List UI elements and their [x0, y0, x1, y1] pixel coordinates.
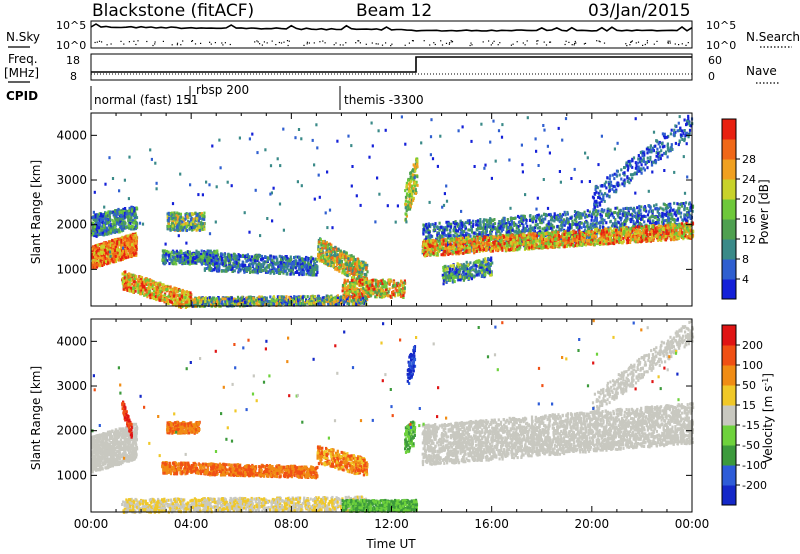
velocity-colorbar-swatch [722, 345, 736, 366]
velocity-ytick: 1000 [56, 468, 87, 482]
cpid-label: CPID [6, 89, 38, 103]
date-title: 03/Jan/2015 [588, 1, 691, 21]
x-axis-label: Time UT [365, 537, 416, 551]
power-panel: Slant Range [km] 1000 2000 3000 4000 4 8 12 16… [29, 112, 771, 309]
velocity-colorbar-swatch [722, 365, 736, 386]
freq-series [91, 56, 692, 73]
velocity-heatmap [91, 319, 695, 514]
nsearch-label: N.Search [746, 30, 800, 44]
power-ytick: 4000 [56, 128, 87, 142]
power-ytick: 2000 [56, 218, 87, 232]
power-colorbar-label: Power [dB] [757, 179, 771, 244]
power-colorbar: 4 8 12 16 20 24 28 [721, 118, 756, 300]
power-colorbar-swatch [722, 219, 736, 240]
velocity-colorbar-tick: -100 [742, 459, 767, 472]
cpid-segment-rbsp: rbsp 200 [196, 83, 249, 97]
x-tick-label: 00:00 [675, 517, 710, 531]
velocity-colorbar-tick: 200 [742, 339, 763, 352]
velocity-colorbar-tick: -200 [742, 479, 767, 492]
noise-ytick-top-right: 10^5 [706, 19, 736, 32]
velocity-ytick: 3000 [56, 379, 87, 393]
velocity-colorbar-swatch [722, 485, 736, 506]
nave-ytick-60: 60 [708, 54, 722, 67]
velocity-colorbar-swatch [722, 425, 736, 446]
beam-title: Beam 12 [356, 1, 432, 21]
power-ytick: 1000 [56, 262, 87, 276]
freq-unit-label: [MHz] [4, 66, 39, 80]
station-title: Blackstone (fitACF) [92, 1, 254, 21]
power-colorbar-swatch [722, 279, 736, 300]
x-tick-label: 08:00 [274, 517, 309, 531]
velocity-colorbar-tick: 15 [742, 399, 756, 412]
x-tick-label: 20:00 [575, 517, 610, 531]
power-colorbar-tick: 16 [742, 213, 756, 226]
nave-label: Nave [746, 64, 777, 78]
velocity-colorbar-label: Velocity [m s-1] [761, 373, 776, 463]
power-colorbar-swatch [722, 239, 736, 260]
power-colorbar-swatch [722, 199, 736, 220]
noise-ytick-bottom-right: 10^0 [706, 39, 736, 52]
noise-ytick-bottom: 10^0 [56, 39, 86, 52]
power-colorbar-tick: 4 [742, 273, 749, 286]
power-ylabel: Slant Range [km] [29, 160, 43, 264]
velocity-colorbar-swatch [722, 465, 736, 486]
power-ytick: 3000 [56, 173, 87, 187]
power-colorbar-swatch [722, 119, 736, 140]
power-colorbar-tick: 28 [742, 153, 756, 166]
velocity-colorbar-tick: -15 [742, 419, 760, 432]
velocity-ylabel: Slant Range [km] [29, 366, 43, 470]
power-colorbar-tick: 12 [742, 233, 756, 246]
x-tick-label: 16:00 [474, 517, 509, 531]
x-tick-label: 12:00 [374, 517, 409, 531]
power-colorbar-tick: 8 [742, 253, 749, 266]
velocity-ytick: 2000 [56, 424, 87, 438]
nave-ytick-0: 0 [708, 70, 715, 83]
power-colorbar-swatch [722, 159, 736, 180]
freq-panel: 18 8 60 0 [66, 53, 722, 83]
nsearch-series [94, 40, 689, 47]
nsky-label: N.Sky [6, 30, 40, 44]
power-colorbar-swatch [722, 139, 736, 160]
power-colorbar-tick: 24 [742, 173, 756, 186]
cpid-segment-themis: themis -3300 [344, 93, 424, 107]
velocity-colorbar-tick: 50 [742, 379, 756, 392]
noise-ytick-top: 10^5 [56, 19, 86, 32]
noise-panel: 10^5 10^0 10^5 10^0 [56, 19, 736, 52]
nsky-series [90, 23, 693, 32]
cpid-segment-normal: normal (fast) 151 [94, 93, 198, 107]
power-colorbar-tick: 20 [742, 193, 756, 206]
velocity-colorbar-tick: 100 [742, 359, 763, 372]
x-tick-label: 04:00 [174, 517, 209, 531]
cpid-bar: normal (fast) 151 rbsp 200 themis -3300 [90, 83, 424, 110]
freq-ytick-8: 8 [70, 70, 77, 83]
velocity-colorbar-swatch [722, 445, 736, 466]
power-heatmap [91, 114, 695, 309]
velocity-colorbar-tick: -50 [742, 439, 760, 452]
freq-ytick-18: 18 [66, 54, 80, 67]
velocity-colorbar-swatch [722, 325, 736, 346]
velocity-panel: Slant Range [km] 1000 2000 3000 4000 00:00 0… [29, 318, 776, 551]
power-colorbar-swatch [722, 259, 736, 280]
velocity-colorbar-swatch [722, 385, 736, 406]
velocity-colorbar-swatch [722, 405, 736, 426]
power-colorbar-swatch [722, 179, 736, 200]
x-tick-label: 00:00 [74, 517, 109, 531]
freq-label: Freq. [8, 52, 38, 66]
velocity-ytick: 4000 [56, 334, 87, 348]
velocity-colorbar: 200 100 50 15 -15 -50 -100 -200 [721, 324, 767, 506]
